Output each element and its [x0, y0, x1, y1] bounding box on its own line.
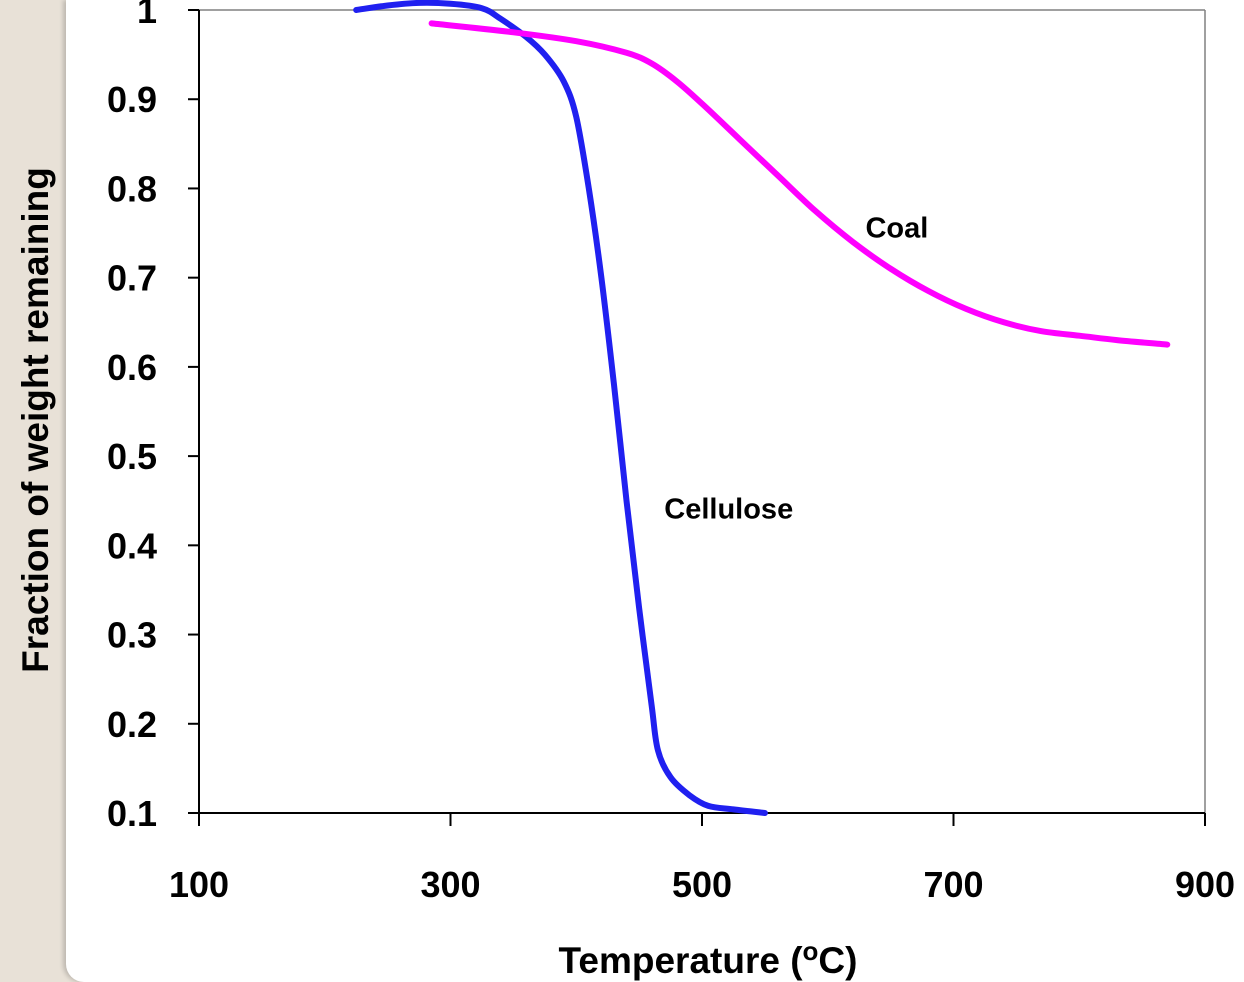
y-tick-label: 0.5 [107, 436, 157, 477]
x-axis-title-superscript: o [803, 936, 819, 966]
x-tick-label: 300 [420, 864, 480, 905]
x-axis-title: Temperature (oC) [559, 936, 858, 981]
y-tick-label: 0.6 [107, 347, 157, 388]
series-layer: Cellulose Coal [353, 0, 1171, 816]
series-line-cellulose [353, 0, 768, 816]
x-axis: 100 300 500 700 900 [169, 813, 1235, 905]
y-tick-label: 0.9 [107, 79, 157, 120]
series-label-cellulose: Cellulose [664, 494, 793, 526]
y-axis-title: Fraction of weight remaining [15, 167, 56, 673]
plot-frame [198, 9, 1206, 814]
x-tick-label: 500 [672, 864, 732, 905]
series-label-coal: Coal [865, 213, 928, 245]
x-tick-label: 700 [923, 864, 983, 905]
y-tick-label: 0.7 [107, 258, 157, 299]
series-line-coal [428, 20, 1171, 348]
y-tick-label: 0.8 [107, 168, 157, 209]
y-tick-label: 0.2 [107, 704, 157, 745]
x-tick-label: 900 [1175, 864, 1235, 905]
chart-panel [66, 0, 1244, 982]
y-tick-label: 0.4 [107, 525, 157, 566]
y-axis: 0.1 0.2 0.3 0.4 0.5 0.6 0.7 0.8 0.9 1 [107, 0, 199, 834]
x-axis-title-tail: C) [818, 940, 857, 981]
y-tick-label: 0.1 [107, 793, 157, 834]
y-tick-label: 0.3 [107, 615, 157, 656]
x-axis-title-main: Temperature ( [559, 940, 804, 981]
y-tick-label: 1 [137, 0, 157, 31]
x-tick-label: 100 [169, 864, 229, 905]
